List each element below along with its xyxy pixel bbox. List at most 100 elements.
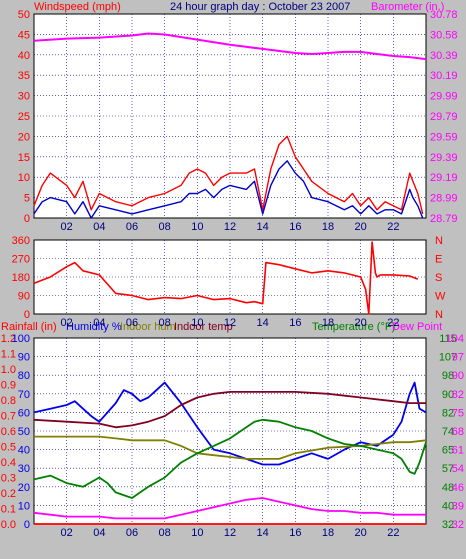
barometer-tick-label-28.79: 28.79 bbox=[430, 213, 458, 225]
humidity-tick-label-30: 30 bbox=[18, 463, 30, 475]
indoor-temp-series-line bbox=[33, 390, 426, 429]
barometer-series-line bbox=[33, 32, 427, 61]
temperature-f-series-line bbox=[33, 418, 427, 499]
barometer-tick-label-29.19: 29.19 bbox=[430, 172, 458, 184]
average-series-line bbox=[33, 160, 424, 219]
rainfall-tick-label-0.3: 0.3 bbox=[1, 473, 16, 485]
windspeed-tick-label-0: 0 bbox=[24, 213, 30, 225]
x-tick-label-18: 18 bbox=[322, 527, 334, 539]
x-tick-label-06: 06 bbox=[126, 221, 138, 233]
x-tick-label-08: 08 bbox=[159, 221, 171, 233]
dew-point-legend-label: Dew Point bbox=[392, 321, 442, 333]
humidity-tick-label-20: 20 bbox=[18, 482, 30, 494]
x-tick-label-10: 10 bbox=[191, 221, 203, 233]
x-tick-label-08: 08 bbox=[159, 527, 171, 539]
x-tick-label-12: 12 bbox=[224, 317, 236, 329]
x-tick-label-16: 16 bbox=[289, 221, 301, 233]
windspeed-tick-label-20: 20 bbox=[18, 131, 30, 143]
rainfall-tick-label-0.4: 0.4 bbox=[1, 457, 16, 469]
dew-point-tick-label-75: 75 bbox=[452, 407, 464, 419]
windspeed-axis-title: Windspeed (mph) bbox=[34, 1, 121, 13]
x-tick-label-20: 20 bbox=[355, 317, 367, 329]
temperature-tick-label-40: 40 bbox=[442, 500, 454, 512]
humidity-tick-label-40: 40 bbox=[18, 445, 30, 457]
windspeed-tick-label-5: 5 bbox=[24, 193, 30, 205]
page-title: 24 hour graph day : October 23 2007 bbox=[170, 1, 350, 13]
dew-point-series-line bbox=[33, 497, 426, 520]
humidity-legend-label: Humidity % bbox=[66, 321, 122, 333]
x-tick-label-06: 06 bbox=[126, 527, 138, 539]
temperature-tick-label-82: 82 bbox=[442, 407, 454, 419]
x-tick-label-22: 22 bbox=[387, 527, 399, 539]
indoor-temp-legend-label: Indoor temp bbox=[174, 321, 233, 333]
barometer-tick-label-28.99: 28.99 bbox=[430, 193, 458, 205]
rainfall-tick-label-0.0: 0.0 bbox=[1, 519, 16, 531]
rainfall-tick-label-0.9: 0.9 bbox=[1, 380, 16, 392]
windspeed-tick-label-25: 25 bbox=[18, 111, 30, 123]
x-tick-label-18: 18 bbox=[322, 317, 334, 329]
x-tick-label-04: 04 bbox=[93, 221, 105, 233]
dew-point-tick-label-32: 32 bbox=[452, 519, 464, 531]
x-tick-label-04: 04 bbox=[93, 317, 105, 329]
barometer-tick-label-29.59: 29.59 bbox=[430, 131, 458, 143]
temperature-tick-label-48: 48 bbox=[442, 482, 454, 494]
humidity-tick-label-100: 100 bbox=[12, 333, 30, 345]
dew-point-tick-label-54: 54 bbox=[452, 463, 464, 475]
humidity-tick-label-50: 50 bbox=[18, 426, 30, 438]
x-tick-label-18: 18 bbox=[322, 221, 334, 233]
rainfall-tick-label-0.5: 0.5 bbox=[1, 442, 16, 454]
humidity-tick-label-10: 10 bbox=[18, 500, 30, 512]
temperature-tick-label-98: 98 bbox=[442, 370, 454, 382]
x-tick-label-10: 10 bbox=[191, 527, 203, 539]
x-tick-label-02: 02 bbox=[61, 317, 73, 329]
dew-point-tick-label-61: 61 bbox=[452, 445, 464, 457]
x-tick-label-16: 16 bbox=[289, 317, 301, 329]
humidity-series-line bbox=[33, 381, 427, 466]
series-lines bbox=[33, 32, 427, 525]
x-tick-label-02: 02 bbox=[61, 221, 73, 233]
humidity-tick-label-70: 70 bbox=[18, 389, 30, 401]
direction-tick-label-360: 360 bbox=[12, 235, 30, 247]
rainfall-axis-title: Rainfall (in) bbox=[1, 321, 57, 333]
dew-point-tick-label-39: 39 bbox=[452, 500, 464, 512]
indoor-hum-series-line bbox=[34, 435, 427, 460]
temperature-tick-label-107: 107 bbox=[439, 352, 457, 364]
x-tick-label-08: 08 bbox=[159, 317, 171, 329]
direction-tick-label-90: 90 bbox=[18, 291, 30, 303]
x-tick-label-12: 12 bbox=[224, 527, 236, 539]
grid-lines bbox=[34, 14, 426, 524]
direction-tick-label-270: 270 bbox=[12, 254, 30, 266]
temperature-tick-label-74: 74 bbox=[442, 426, 454, 438]
x-tick-label-22: 22 bbox=[387, 317, 399, 329]
gust-series-line bbox=[33, 135, 424, 215]
windspeed-tick-label-50: 50 bbox=[18, 9, 30, 21]
barometer-tick-label-30.39: 30.39 bbox=[430, 50, 458, 62]
barometer-tick-label-29.39: 29.39 bbox=[430, 152, 458, 164]
compass-label-N: N bbox=[435, 235, 443, 247]
barometer-tick-label-29.79: 29.79 bbox=[430, 111, 458, 123]
temperature-tick-label-57: 57 bbox=[442, 463, 454, 475]
barometer-tick-label-29.99: 29.99 bbox=[430, 91, 458, 103]
temperature-legend-label: Temperature (°F) bbox=[312, 321, 395, 333]
temperature-tick-label-32: 32 bbox=[442, 519, 454, 531]
x-tick-label-20: 20 bbox=[355, 221, 367, 233]
direction-tick-label-0: 0 bbox=[24, 309, 30, 321]
x-tick-label-14: 14 bbox=[257, 527, 269, 539]
dew-point-tick-label-104: 104 bbox=[446, 333, 464, 345]
barometer-tick-label-30.78: 30.78 bbox=[430, 9, 458, 21]
indoor-hum-legend-label: Indoor hum bbox=[120, 321, 176, 333]
rainfall-tick-label-1.0: 1.0 bbox=[1, 364, 16, 376]
x-tick-label-14: 14 bbox=[257, 317, 269, 329]
humidity-tick-label-60: 60 bbox=[18, 407, 30, 419]
windspeed-tick-label-10: 10 bbox=[18, 172, 30, 184]
temperature-tick-label-65: 65 bbox=[442, 445, 454, 457]
windspeed-tick-label-40: 40 bbox=[18, 50, 30, 62]
compass-label-S: S bbox=[435, 272, 442, 284]
humidity-tick-label-80: 80 bbox=[18, 370, 30, 382]
compass-label-E: E bbox=[435, 254, 442, 266]
rainfall-tick-label-1.1: 1.1 bbox=[1, 349, 16, 361]
x-tick-label-14: 14 bbox=[257, 221, 269, 233]
rainfall-tick-label-0.6: 0.6 bbox=[1, 426, 16, 438]
